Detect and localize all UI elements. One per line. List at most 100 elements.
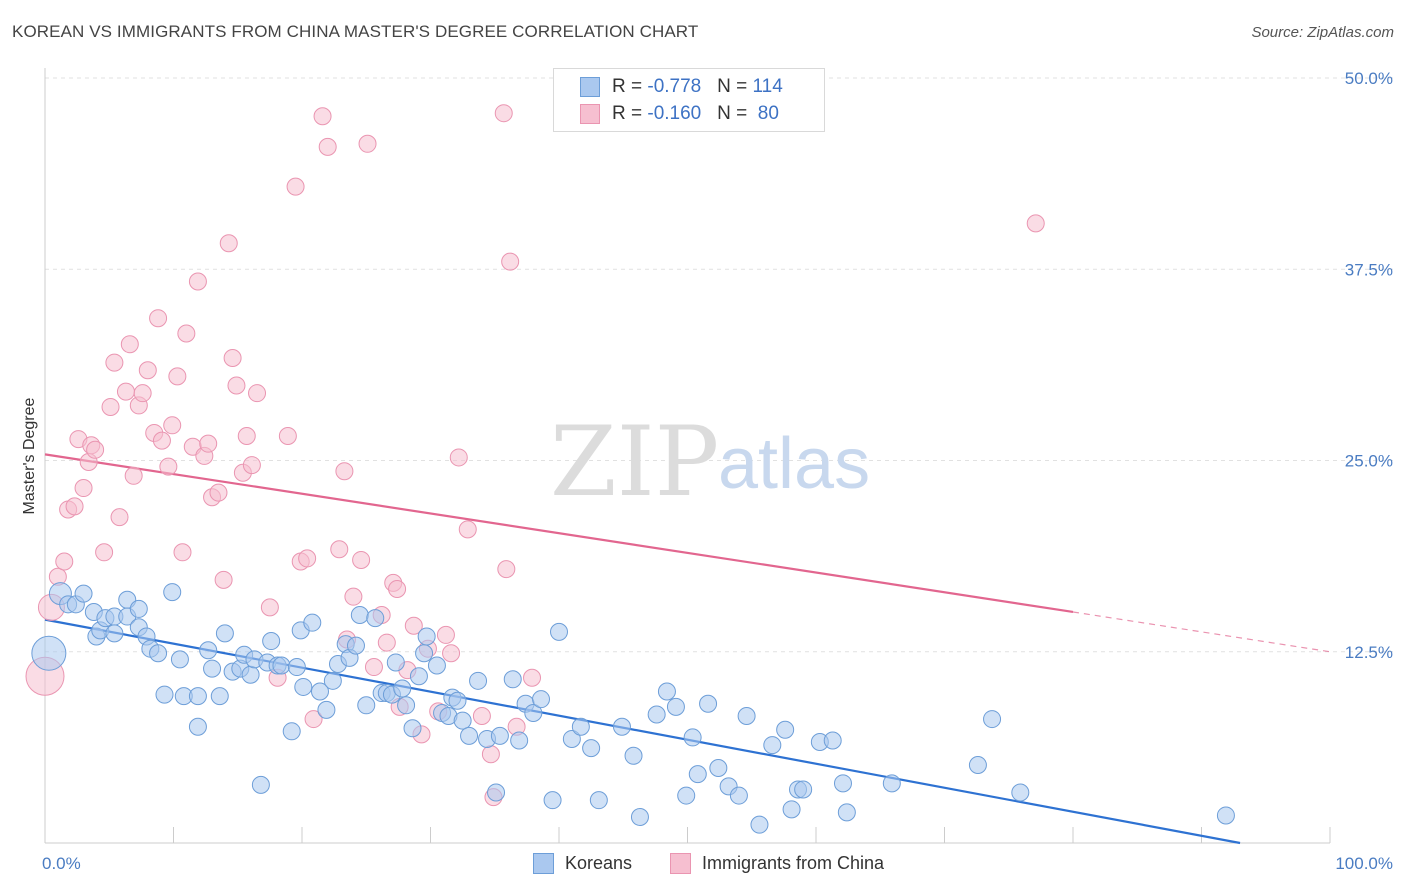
korean-point [543,791,562,810]
china-point [168,367,187,386]
korean-point [303,613,322,632]
korean-point [1216,806,1235,825]
legend-text-china: R = -0.160 N = 80 [612,103,779,124]
y-tick-labels: 12.5% 25.0% 37.5% 50.0% [1345,69,1393,662]
korean-point [571,717,590,736]
korean-point [203,659,222,678]
china-point [173,543,192,562]
china-point [248,384,267,403]
china-point [149,309,168,328]
bottom-swatch-koreans [533,853,554,874]
korean-point [763,736,782,755]
china-point [159,457,178,476]
china-point [214,570,233,589]
china-point [152,431,171,450]
axes [44,68,1331,844]
china-points [25,104,1045,807]
korean-point [210,687,229,706]
legend-n-china: 80 [757,103,779,124]
korean-point [350,606,369,625]
china-point [449,448,468,467]
china-point [95,543,114,562]
china-point [101,397,120,416]
legend-swatch-koreans [580,77,600,97]
china-point [55,552,74,571]
korean-point [149,644,168,663]
korean-point [589,791,608,810]
korean-point [582,739,601,758]
korean-point [294,677,313,696]
china-point [105,353,124,372]
korean-point [188,687,207,706]
china-point [458,520,477,539]
korean-point [647,705,666,724]
china-point [501,252,520,271]
korean-point [782,800,801,819]
china-point [481,745,500,764]
korean-point [524,703,543,722]
china-point [523,668,542,687]
china-point [237,427,256,446]
bottom-label-china: Immigrants from China [702,853,885,873]
korean-point [170,650,189,669]
china-point [116,382,135,401]
korean-point [386,653,405,672]
trend-line-china [44,453,1074,614]
china-point [286,177,305,196]
korean-point [794,780,813,799]
korean-point [677,786,696,805]
china-point [124,466,143,485]
korean-point [241,665,260,684]
korean-point [460,726,479,745]
korean-point [823,731,842,750]
korean-point [550,622,568,641]
korean-point [737,707,756,726]
korean-point [688,765,707,784]
china-point [260,598,279,617]
legend-swatch-china [580,104,600,124]
watermark-atlas: atlas [718,424,870,504]
korean-point [453,711,472,730]
korean-point [215,624,234,643]
korean-point [105,624,124,643]
china-point [188,272,207,291]
y-axis-label: Master's Degree [21,397,38,514]
korean-point [129,599,148,618]
korean-point [262,632,281,651]
china-point [223,348,242,367]
source-label: Source: ZipAtlas.com [1251,24,1394,41]
bottom-swatch-china [670,853,691,874]
china-point [330,540,349,559]
korean-point [310,682,329,701]
korean-point [251,775,270,794]
china-point [163,416,182,435]
china-point [472,707,491,726]
china-point [358,134,377,153]
china-point [199,434,218,453]
korean-point [163,583,182,602]
korean-point [415,644,434,663]
korean-point [199,641,218,660]
korean-point [272,656,291,675]
china-point [404,616,423,635]
korean-point [503,670,522,689]
china-point [74,479,93,498]
korean-points [31,582,1235,834]
china-point [364,658,383,677]
korean-point [532,690,551,709]
korean-point [657,682,676,701]
china-point [442,644,461,663]
china-point [304,710,323,729]
china-point [278,427,297,446]
korean-point [562,729,581,748]
korean-point [282,722,301,741]
korean-point [409,667,428,686]
china-point [227,376,246,395]
x-tick-labels: 0.0% 100.0% [42,854,1393,873]
china-point [120,335,139,354]
bottom-label-koreans: Koreans [565,853,633,873]
china-point [335,462,354,481]
korean-point [323,671,342,690]
korean-point [750,815,769,834]
